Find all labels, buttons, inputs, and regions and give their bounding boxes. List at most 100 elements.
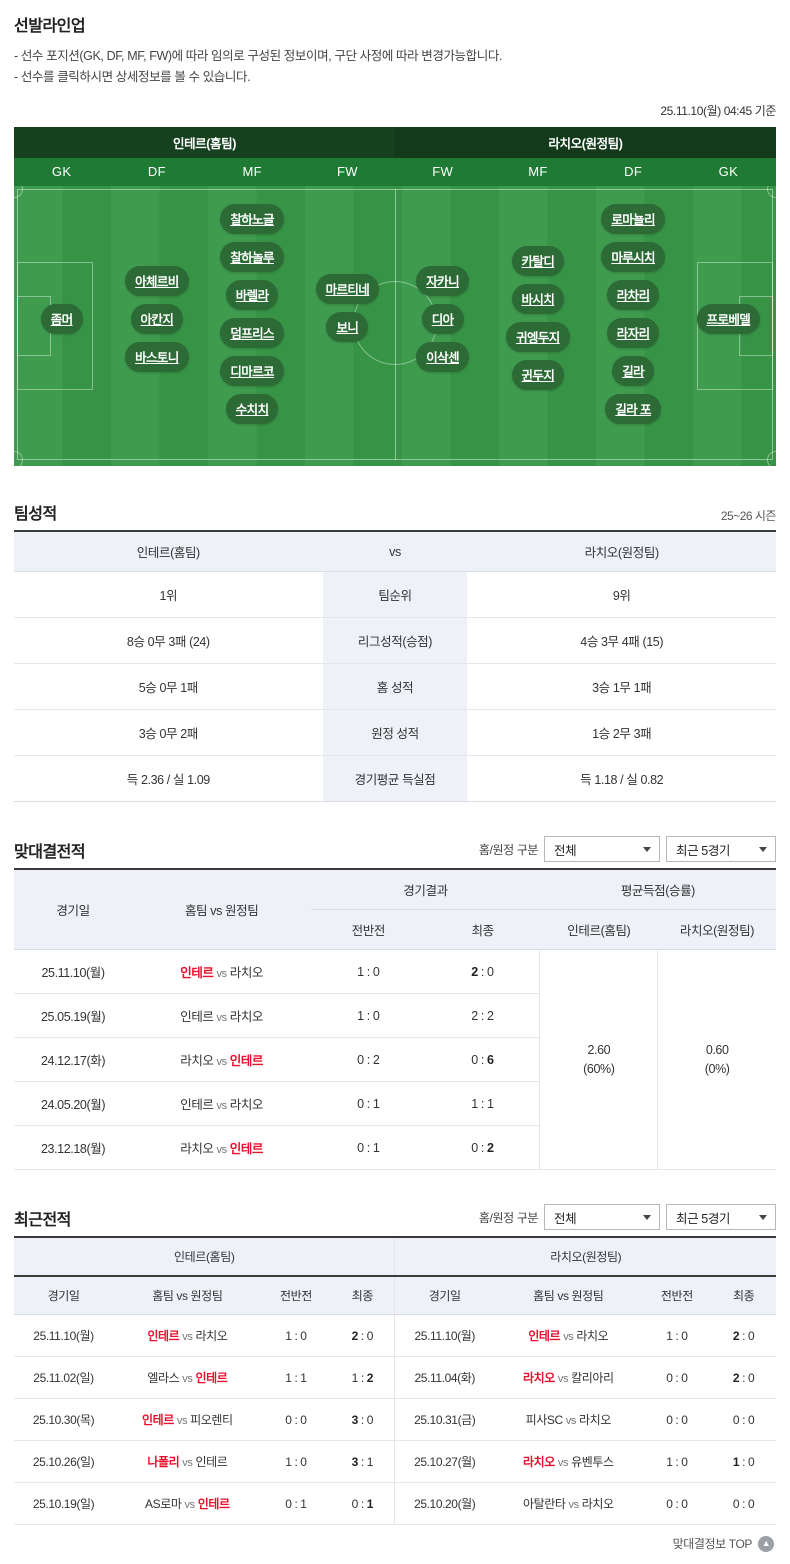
home-team-name: 아탈란타	[522, 1497, 566, 1511]
chevron-down-icon	[643, 847, 651, 852]
recent-count-value: 최근 5경기	[676, 1211, 731, 1226]
team-stats-cell-home: 5승 0무 1패	[14, 663, 323, 710]
recent-scope-select[interactable]: 전체	[544, 1204, 660, 1230]
match-date-cell: 25.11.10(월)	[394, 1314, 495, 1357]
h2h-table: 경기일 홈팀 vs 원정팀 경기결과 평균득점(승률) 전반전 최종 인테르(홈…	[14, 868, 776, 1170]
player-chip[interactable]: 길라 포	[605, 394, 661, 424]
player-chip[interactable]: 귀엥두지	[506, 322, 570, 352]
halftime-score-cell: 0 : 2	[311, 1037, 426, 1082]
player-chip[interactable]: 길라	[612, 356, 655, 386]
away-team-name: 라치오	[579, 1413, 611, 1427]
vs-separator: vs	[182, 1373, 193, 1385]
player-chip[interactable]: 로마뇰리	[601, 204, 665, 234]
match-teams-cell[interactable]: 라치오 vs 유벤투스	[494, 1440, 643, 1483]
h2h-title: 맞대결전적	[14, 844, 86, 861]
player-chip[interactable]: 찰하노글	[220, 204, 284, 234]
pitch-home-team-name: 인테르(홈팀)	[14, 127, 395, 158]
player-chip[interactable]: 찰하놀루	[220, 242, 284, 272]
match-teams-cell[interactable]: 인테르 vs 피오렌티	[113, 1398, 262, 1441]
match-date-cell: 25.11.02(일)	[14, 1356, 114, 1399]
chevron-down-icon	[759, 847, 767, 852]
match-teams-cell[interactable]: 인테르 vs 라치오	[494, 1314, 643, 1357]
player-chip[interactable]: 바렐라	[225, 280, 279, 310]
player-chip[interactable]: 아칸지	[130, 304, 184, 334]
player-chip[interactable]: 좀머	[40, 304, 83, 334]
away-team-name: 라치오	[229, 1010, 264, 1024]
player-chip[interactable]: 디마르코	[220, 356, 284, 386]
back-to-top-link[interactable]: 맞대결정보 TOP ▲	[0, 1525, 790, 1564]
team-stats-cell-home: 득 2.36 / 실 1.09	[14, 755, 323, 802]
match-date-cell: 25.10.31(금)	[394, 1398, 495, 1441]
player-chip[interactable]: 프로베델	[696, 304, 761, 334]
recent-count-select[interactable]: 최근 5경기	[666, 1204, 776, 1230]
player-chip[interactable]: 카탈디	[511, 246, 565, 276]
recent-section: 최근전적 홈/원정 구분 전체 최근 5경기 인테르(홈팀) 라치오(원정팀)	[0, 1204, 790, 1525]
away-team-name: 인테르	[197, 1497, 230, 1511]
chevron-down-icon	[759, 1215, 767, 1220]
vs-separator: vs	[182, 1331, 193, 1343]
team-stats-section: 팀성적 25~26 시즌 인테르(홈팀) vs 라치오(원정팀) 1위 팀순위 9위…	[0, 500, 790, 802]
h2h-filter-label: 홈/원정 구분	[478, 842, 538, 857]
player-chip[interactable]: 덤프리스	[220, 318, 284, 348]
match-teams-cell[interactable]: 엘라스 vs 인테르	[113, 1356, 262, 1399]
recent-col-final-home: 최종	[330, 1275, 395, 1315]
player-chip[interactable]: 마르티네	[315, 274, 380, 304]
position-label-mf-away: MF	[528, 164, 548, 179]
home-team-name: 라치오	[522, 1455, 555, 1469]
table-row: 3승 0무 2패 원정 성적 1승 2무 3패	[14, 709, 776, 756]
match-teams-cell[interactable]: 라치오 vs 칼리아리	[494, 1356, 643, 1399]
final-score-cell: 0 : 6	[425, 1037, 540, 1082]
pitch-team-bar: 인테르(홈팀) 라치오(원정팀)	[14, 127, 776, 158]
final-score-cell: 1 : 0	[711, 1440, 776, 1483]
match-teams-cell[interactable]: 피사SC vs 라치오	[494, 1398, 643, 1441]
player-chip[interactable]: 라차리	[606, 280, 660, 310]
team-stats-cell-away: 4승 3무 4패 (15)	[467, 617, 776, 664]
match-teams-cell[interactable]: 나폴리 vs 인테르	[113, 1440, 262, 1483]
player-chip[interactable]: 아체르비	[125, 266, 189, 296]
h2h-count-select[interactable]: 최근 5경기	[666, 836, 776, 862]
player-chip[interactable]: 이삭센	[416, 342, 469, 372]
match-teams-cell[interactable]: 인테르 vs 라치오	[132, 949, 312, 994]
recent-col-half-away: 전반전	[642, 1275, 712, 1315]
player-chip[interactable]: 자카니	[416, 266, 469, 296]
match-teams-cell[interactable]: 아탈란타 vs 라치오	[494, 1482, 643, 1525]
h2h-scope-select[interactable]: 전체	[544, 836, 660, 862]
vs-separator: vs	[216, 1144, 228, 1156]
team-stats-head: 팀성적 25~26 시즌	[0, 500, 790, 530]
player-chip[interactable]: 마루시치	[601, 242, 665, 272]
player-chip[interactable]: 라자리	[606, 318, 660, 348]
player-chip[interactable]: 보니	[326, 312, 369, 342]
team-stats-cell-label: 홈 성적	[322, 663, 468, 710]
recent-filter-bar: 홈/원정 구분 전체 최근 5경기	[479, 1204, 776, 1230]
position-row: GK DF MF FW FW MF DF GK	[14, 158, 776, 186]
halftime-score-cell: 1 : 0	[261, 1314, 331, 1357]
halftime-score-cell: 0 : 1	[311, 1125, 426, 1170]
team-stats-cell-label: 경기평균 득실점	[322, 755, 468, 802]
player-chip[interactable]: 수치치	[225, 394, 279, 424]
final-score-cell: 1 : 2	[330, 1356, 395, 1399]
match-date-cell: 25.10.26(일)	[14, 1440, 114, 1483]
away-team-name: 라치오	[576, 1329, 609, 1343]
match-teams-cell[interactable]: 인테르 vs 라치오	[132, 1081, 312, 1126]
home-team-name: 라치오	[180, 1054, 214, 1068]
match-teams-cell[interactable]: AS로마 vs 인테르	[113, 1482, 262, 1525]
away-team-name: 라치오	[229, 1098, 264, 1112]
player-chip[interactable]: 바스토니	[125, 342, 189, 372]
vs-separator: vs	[216, 1100, 228, 1112]
arrow-up-icon: ▲	[758, 1535, 774, 1552]
match-teams-cell[interactable]: 라치오 vs 인테르	[132, 1037, 312, 1082]
player-chip[interactable]: 바시치	[511, 284, 565, 314]
player-chip[interactable]: 귄두지	[511, 360, 565, 390]
table-row: 1위 팀순위 9위	[14, 571, 776, 618]
match-teams-cell[interactable]: 인테르 vs 라치오	[113, 1314, 262, 1357]
match-teams-cell[interactable]: 라치오 vs 인테르	[132, 1125, 312, 1170]
match-teams-cell[interactable]: 인테르 vs 라치오	[132, 993, 312, 1038]
h2h-col-date: 경기일	[14, 868, 133, 950]
final-score-cell: 2 : 0	[425, 949, 540, 994]
player-chip[interactable]: 디아	[421, 304, 464, 334]
